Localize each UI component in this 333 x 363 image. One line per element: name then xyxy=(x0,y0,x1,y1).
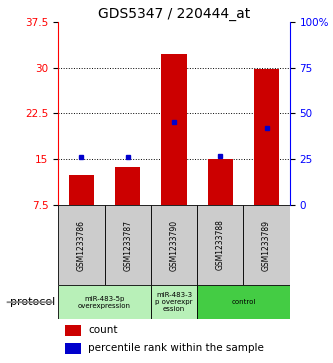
Bar xyxy=(115,167,141,205)
Text: count: count xyxy=(88,325,118,335)
Text: protocol: protocol xyxy=(10,297,55,307)
Text: GSM1233787: GSM1233787 xyxy=(123,220,132,270)
Text: control: control xyxy=(231,299,256,305)
Bar xyxy=(243,205,290,285)
Bar xyxy=(207,159,233,205)
Text: GSM1233790: GSM1233790 xyxy=(169,220,178,270)
Bar xyxy=(151,285,197,319)
Bar xyxy=(197,205,243,285)
Text: GSM1233789: GSM1233789 xyxy=(262,220,271,270)
Bar xyxy=(58,205,105,285)
Text: miR-483-3
p overexpr
ession: miR-483-3 p overexpr ession xyxy=(155,292,193,312)
Text: GSM1233788: GSM1233788 xyxy=(216,220,225,270)
Text: GSM1233786: GSM1233786 xyxy=(77,220,86,270)
Bar xyxy=(58,285,151,319)
Bar xyxy=(105,205,151,285)
Text: miR-483-5p
overexpression: miR-483-5p overexpression xyxy=(78,296,131,309)
Bar xyxy=(65,325,82,336)
Bar xyxy=(151,205,197,285)
Bar xyxy=(254,69,279,205)
Bar xyxy=(161,54,187,205)
Bar xyxy=(65,343,82,354)
Title: GDS5347 / 220444_at: GDS5347 / 220444_at xyxy=(98,7,250,21)
Text: percentile rank within the sample: percentile rank within the sample xyxy=(88,343,264,354)
Bar xyxy=(197,285,290,319)
Bar xyxy=(69,175,94,205)
